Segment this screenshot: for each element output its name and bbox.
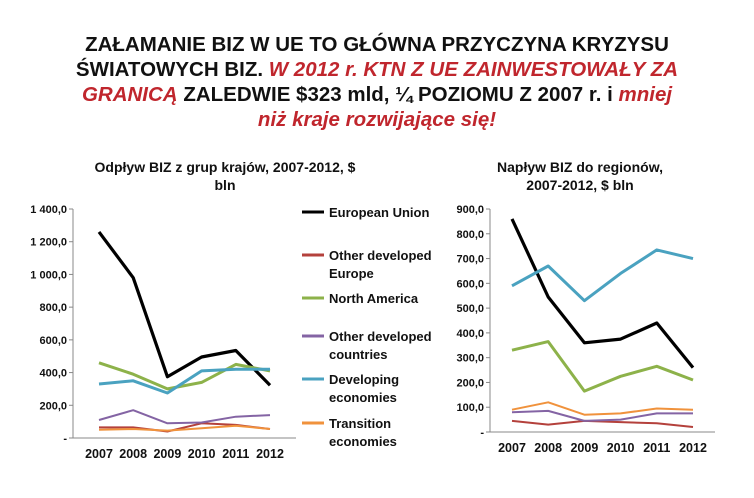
legend-label-other-developed-countries: countries bbox=[329, 347, 388, 362]
left-x-tick-label: 2009 bbox=[153, 447, 181, 461]
left-y-tick-label: 600,0 bbox=[39, 335, 67, 347]
left-chart-title-line-2: bln bbox=[214, 177, 236, 193]
headline-text-2a: ŚWIATOWYCH BIZ. bbox=[75, 58, 269, 81]
legend-label-other-developed-europe: Other developed bbox=[329, 248, 432, 263]
headline: ZAŁAMANIE BIZ W UE TO GŁÓWNA PRZYCZYNA K… bbox=[0, 32, 754, 132]
left-y-tick-label: - bbox=[63, 433, 67, 445]
legend-label-european-union: European Union bbox=[329, 205, 429, 220]
headline-text-4: niż kraje rozwijające się! bbox=[257, 108, 497, 131]
left-x-tick-label: 2008 bbox=[119, 447, 147, 461]
left-y-tick-label: 400,0 bbox=[39, 368, 67, 380]
legend-label-other-developed-countries: Other developed bbox=[329, 329, 432, 344]
left-series-european-union bbox=[97, 230, 272, 387]
legend-label-transition-economies: economies bbox=[329, 434, 397, 449]
headline-text-3a: GRANICĄ bbox=[81, 83, 178, 106]
legend-label-developing-economies: economies bbox=[329, 390, 397, 405]
left-y-tick-label: 200,0 bbox=[39, 400, 67, 412]
legend-label-other-developed-europe: Europe bbox=[329, 266, 374, 281]
left-series-transition-economies bbox=[98, 424, 271, 432]
headline-text-2b: W 2012 r. KTN Z UE ZAINWESTOWAŁY ZA bbox=[268, 58, 679, 81]
left-y-tick-label: 1 200,0 bbox=[30, 237, 67, 249]
headline-line-4: niż kraje rozwijające się! bbox=[0, 107, 754, 132]
left-series-north-america bbox=[98, 361, 271, 391]
headline-line-2: ŚWIATOWYCH BIZ. W 2012 r. KTN Z UE ZAINW… bbox=[0, 57, 754, 82]
headline-text-3b: ZALEDWIE $323 mld, ¼ POZIOMU Z 2007 r. i bbox=[177, 83, 619, 106]
left-series-developing-economies bbox=[98, 367, 270, 395]
left-series-other-developed-countries bbox=[98, 409, 271, 425]
headline-line-1: ZAŁAMANIE BIZ W UE TO GŁÓWNA PRZYCZYNA K… bbox=[0, 32, 754, 57]
headline-line-3: GRANICĄ ZALEDWIE $323 mld, ¼ POZIOMU Z 2… bbox=[0, 82, 754, 107]
headline-text-3c: mniej bbox=[618, 83, 673, 106]
right-chart-title-line-1: Napływ BIZ do regionów, bbox=[497, 159, 663, 175]
right-chart-title: Napływ BIZ do regionów, 2007-2012, $ bln bbox=[470, 158, 690, 194]
left-y-tick-label: 1 000,0 bbox=[30, 269, 67, 281]
left-x-tick-label: 2010 bbox=[188, 447, 216, 461]
legend-label-transition-economies: Transition bbox=[329, 416, 391, 431]
legend-label-developing-economies: Developing bbox=[329, 372, 399, 387]
left-y-tick-label: 1 400,0 bbox=[30, 204, 67, 216]
headline-text-1: ZAŁAMANIE BIZ W UE TO GŁÓWNA PRZYCZYNA K… bbox=[85, 33, 669, 56]
left-y-tick-label: 800,0 bbox=[39, 302, 67, 314]
left-x-tick-label: 2011 bbox=[222, 447, 249, 461]
left-chart-title: Odpływ BIZ z grup krajów, 2007-2012, $ b… bbox=[70, 158, 380, 194]
legend-label-north-america: North America bbox=[329, 291, 419, 306]
left-chart-title-line-1: Odpływ BIZ z grup krajów, 2007-2012, $ bbox=[94, 159, 356, 175]
left-x-tick-label: 2012 bbox=[256, 447, 284, 461]
right-chart-title-line-2: 2007-2012, $ bln bbox=[526, 177, 634, 193]
left-x-tick-label: 2007 bbox=[85, 447, 113, 461]
